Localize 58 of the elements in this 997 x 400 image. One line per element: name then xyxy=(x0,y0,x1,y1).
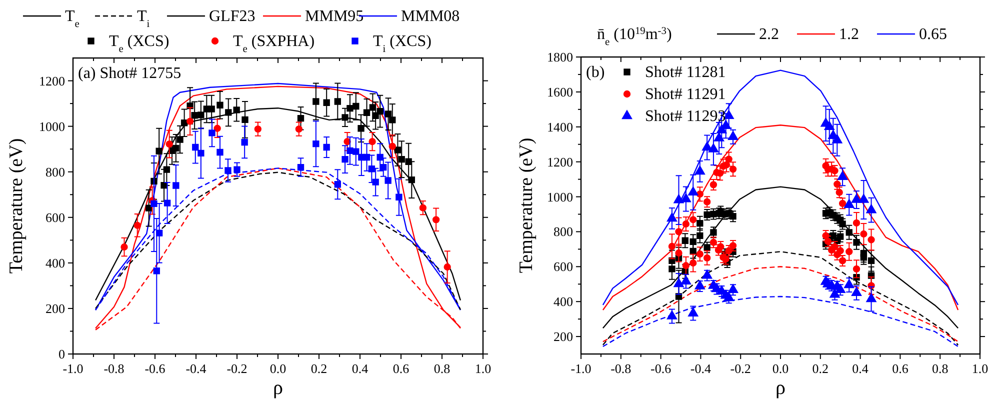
x-tick-label: 0.0 xyxy=(270,361,286,376)
y-tick-label: 200 xyxy=(46,300,65,316)
x-tick-label: 0.6 xyxy=(392,361,410,376)
x-tick-label: 0.8 xyxy=(434,361,450,376)
y-tick-label: 600 xyxy=(554,259,573,274)
x-tick-label: 0.0 xyxy=(772,361,789,376)
legend-label: T$_{e}$ (SXPHA) xyxy=(233,33,315,54)
y-tick-label: 600 xyxy=(46,210,65,225)
y-tick-label: 200 xyxy=(554,329,573,344)
x-tick-label: -0.2 xyxy=(226,361,248,376)
y-tick-label: 800 xyxy=(554,224,573,240)
x-tick-label: -0.4 xyxy=(690,361,712,376)
legend-label: MMM08 xyxy=(401,8,460,25)
y-tick-label: 1600 xyxy=(547,84,573,100)
text: T$_{i}$ xyxy=(137,8,150,30)
legend-label: GLF23 xyxy=(209,8,256,25)
y-tick-label: 400 xyxy=(46,255,65,270)
x-tick-label: 1.0 xyxy=(474,361,492,376)
x-tick-label: 1.0 xyxy=(972,361,988,376)
legend-title: n̄$_{e}$ (10$^{19}$m$^{-3}$) xyxy=(597,26,672,48)
x-tick-label: -0.6 xyxy=(144,361,166,376)
x-tick-label: -1.0 xyxy=(570,361,592,376)
x-tick-label: -0.6 xyxy=(650,361,672,376)
legend-label: Shot# 11291 xyxy=(645,86,726,103)
x-axis-title: ρ xyxy=(776,377,786,399)
y-tick-label: 0 xyxy=(58,346,65,362)
x-tick-label: 0.6 xyxy=(892,361,909,376)
x-tick-label: -0.8 xyxy=(610,361,632,376)
y-tick-label: 1200 xyxy=(547,154,573,170)
x-tick-label: -0.2 xyxy=(730,361,751,376)
annotation: (a) Shot# 12755 xyxy=(78,65,182,82)
legend-label: Shot# 11281 xyxy=(645,64,726,81)
y-tick-label: 1000 xyxy=(547,189,573,204)
y-tick-label: 1400 xyxy=(547,119,573,134)
y-axis-title: Temperature (eV) xyxy=(516,138,537,274)
x-tick-label: 0.4 xyxy=(352,361,369,376)
x-tick-label: -0.8 xyxy=(104,361,124,376)
y-axis-title: Temperature (eV) xyxy=(6,138,27,274)
legend-label: T$_{i}$ (XCS) xyxy=(373,33,432,54)
legend-label: 1.2 xyxy=(839,26,859,43)
text: T$_{e}$ xyxy=(65,8,80,30)
y-tick-label: 1200 xyxy=(39,73,65,88)
y-tick-label: 1000 xyxy=(39,118,65,134)
x-tick-label: 0.2 xyxy=(310,361,328,376)
legend-label: 2.2 xyxy=(759,26,779,43)
x-tick-label: -1.0 xyxy=(62,361,84,376)
x-tick-label: -0.4 xyxy=(186,361,207,376)
y-tick-label: 400 xyxy=(554,294,573,310)
x-tick-label: 0.4 xyxy=(852,361,869,376)
x-tick-label: 0.8 xyxy=(932,361,948,376)
legend-label: 0.65 xyxy=(919,26,947,43)
y-tick-label: 800 xyxy=(46,164,65,180)
x-axis-title: ρ xyxy=(273,377,284,399)
legend-label: T$_{e}$ (XCS) xyxy=(109,33,170,54)
y-tick-label: 1800 xyxy=(547,50,573,64)
x-tick-label: 0.2 xyxy=(812,361,829,376)
legend-label: MMM95 xyxy=(305,8,364,25)
annotation: (b) xyxy=(586,64,605,81)
